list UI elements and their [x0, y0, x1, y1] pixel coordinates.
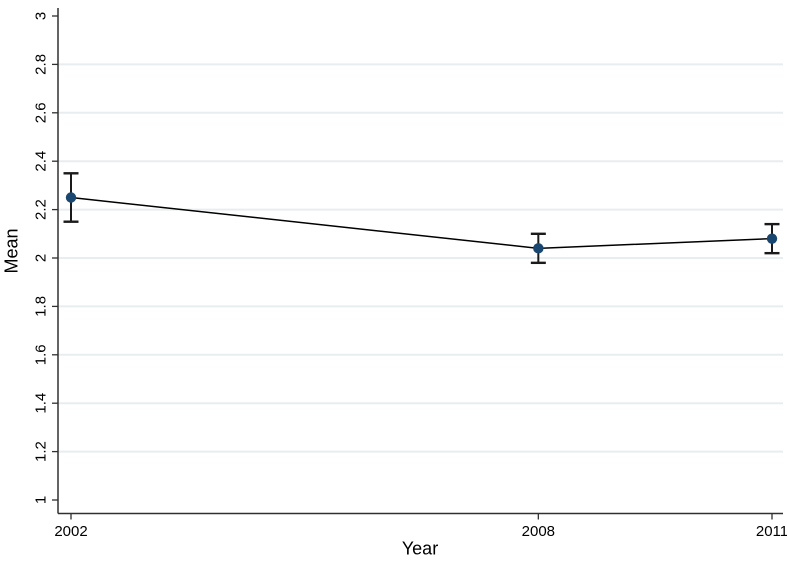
data-point-marker — [533, 243, 544, 254]
y-tick-label: 1 — [32, 496, 49, 504]
y-axis-title: Mean — [1, 228, 22, 274]
data-point-marker — [65, 192, 77, 203]
y-tick-label: 2.6 — [32, 102, 49, 123]
x-tick-label: 2002 — [54, 523, 87, 540]
x-tick-label: 2008 — [522, 523, 555, 540]
y-tick-label: 1.6 — [32, 344, 49, 365]
y-tick-label: 3 — [32, 12, 49, 20]
y-tick-label: 2.8 — [32, 54, 49, 75]
series-line — [70, 196, 773, 250]
y-tick-label: 1.2 — [32, 441, 49, 462]
x-tick-label: 2011 — [756, 523, 787, 540]
data-point-marker — [766, 233, 778, 244]
y-tick-label: 2.2 — [32, 199, 49, 220]
y-tick-label: 1.4 — [32, 393, 49, 414]
y-tick-label: 1.8 — [32, 296, 49, 317]
x-axis-title: Year — [401, 538, 439, 559]
y-tick-label: 2.4 — [32, 151, 49, 172]
y-tick-label: 2 — [32, 254, 49, 262]
